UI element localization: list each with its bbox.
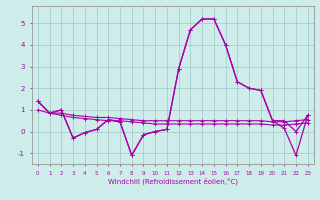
X-axis label: Windchill (Refroidissement éolien,°C): Windchill (Refroidissement éolien,°C) bbox=[108, 177, 238, 185]
